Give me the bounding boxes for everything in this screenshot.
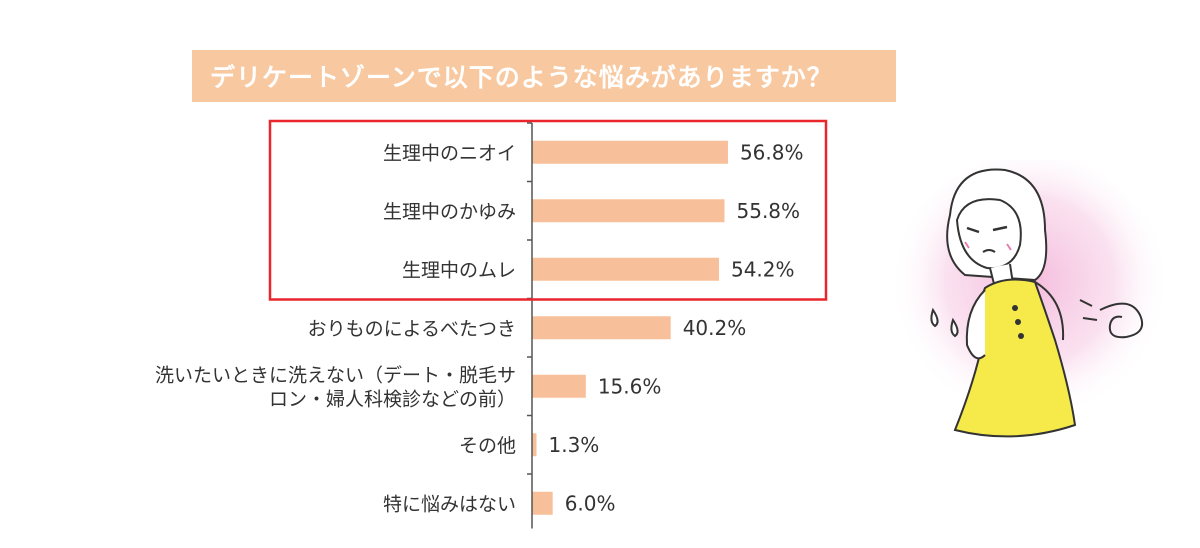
highlight-box — [268, 119, 828, 301]
data-label: 54.2% — [731, 257, 795, 281]
data-label: 40.2% — [683, 316, 747, 340]
category-label: 生理中のかゆみ — [383, 201, 516, 223]
axis-layer — [527, 122, 533, 529]
sweat-drop — [950, 317, 959, 338]
category-label: 生理中のムレ — [402, 259, 516, 281]
chart-title: デリケートゾーンで以下のような悩みがありますか？ — [210, 63, 833, 92]
mouth — [982, 249, 996, 253]
face — [955, 198, 1022, 270]
data-label: 6.0% — [565, 491, 616, 515]
bar — [532, 433, 537, 457]
eyes — [966, 225, 1008, 234]
bar — [532, 374, 586, 398]
data-label: 15.6% — [598, 374, 662, 398]
bars-layer — [532, 140, 728, 515]
category-label: 特に悩みはない — [383, 493, 516, 515]
category-label: その他 — [459, 435, 516, 457]
bar — [532, 199, 725, 223]
labels-layer: 56.8% 生理中のニオイ 55.8% 生理中のかゆみ 54.2% 生理中のムレ 40.2%… — [155, 140, 804, 515]
bar — [532, 316, 671, 340]
sweat-drop — [930, 307, 939, 328]
category-label: ロン・婦人科検診などの前） — [269, 388, 516, 410]
category-label: 生理中のニオイ — [383, 142, 516, 164]
data-label: 56.8% — [740, 140, 804, 164]
discomfort-swirl — [1099, 302, 1144, 339]
highlight-layer — [268, 119, 828, 301]
bar — [532, 257, 719, 281]
bar — [532, 140, 728, 164]
woman-in-discomfort-illustration — [895, 160, 1170, 438]
data-label: 1.3% — [548, 433, 599, 457]
data-label: 55.8% — [737, 199, 801, 223]
bar — [532, 491, 553, 515]
category-label: おりものによるべたつき — [308, 318, 516, 340]
category-label: 洗いたいときに洗えない（デート・脱毛サ — [155, 364, 516, 386]
blush — [964, 241, 1012, 251]
chart-title-banner: デリケートゾーンで以下のような悩みがありますか？ — [192, 50, 896, 102]
